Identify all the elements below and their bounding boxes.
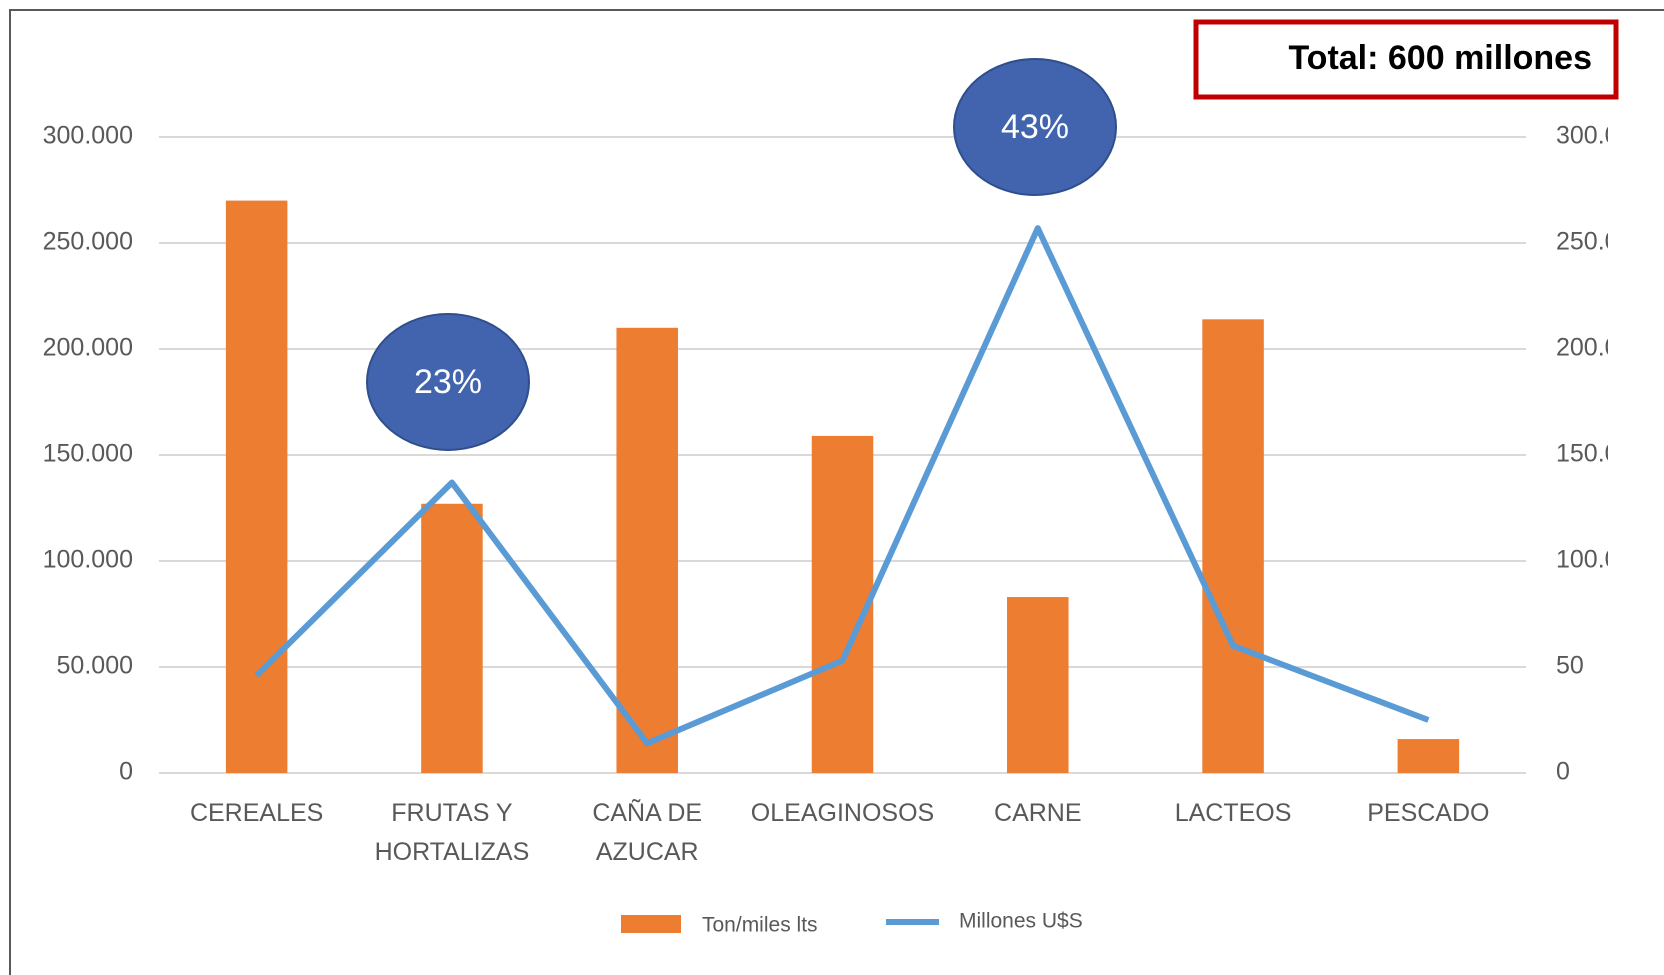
y-tick-label: 0 <box>119 758 133 786</box>
x-tick-label: OLEAGINOSOS <box>751 799 934 827</box>
x-tick-label: PESCADO <box>1367 799 1489 827</box>
y-tick-label: 250.000 <box>43 228 133 256</box>
y2-tick-label: 300.000 <box>1556 122 1646 150</box>
callout-bubble <box>953 58 1117 196</box>
bar <box>1202 319 1264 773</box>
callout-label: 23% <box>414 363 482 401</box>
bar <box>1007 597 1069 773</box>
x-tick-label: CARNE <box>994 799 1082 827</box>
y2-tick-label: 200.000 <box>1556 334 1646 362</box>
total-label: Total: 600 millones <box>1288 39 1592 77</box>
bar <box>225 200 288 774</box>
line <box>254 225 1430 747</box>
bar <box>811 435 874 773</box>
y-tick-label: 300.000 <box>43 122 133 150</box>
y2-tick-label: 0 <box>1556 758 1570 786</box>
callout-bubble <box>366 313 530 451</box>
legend-label: Millones U$S <box>959 910 1083 933</box>
y2-tick-label: 100.000 <box>1556 546 1646 574</box>
y-tick-label: 200.000 <box>43 334 133 362</box>
x-tick-label: CAÑA DE AZUCAR <box>592 798 702 866</box>
bar <box>616 327 678 773</box>
bar <box>1397 739 1460 773</box>
callout-label: 43% <box>1001 108 1069 146</box>
y-tick-label: 50.000 <box>57 652 133 680</box>
x-tick-label: LACTEOS <box>1175 799 1292 827</box>
y-tick-label: 100.000 <box>43 546 133 574</box>
y-tick-label: 150.000 <box>43 440 133 468</box>
y2-tick-label: 150.000 <box>1556 440 1646 468</box>
legend-label: Ton/miles lts <box>702 914 818 937</box>
bar <box>421 503 483 773</box>
x-tick-label: FRUTAS Y HORTALIZAS <box>375 799 530 866</box>
total-box <box>1193 19 1619 100</box>
x-tick-label: CEREALES <box>190 799 323 827</box>
y2-tick-label: 250.000 <box>1556 228 1646 256</box>
y2-tick-label: 50 <box>1556 652 1584 680</box>
legend-swatch <box>621 915 681 933</box>
